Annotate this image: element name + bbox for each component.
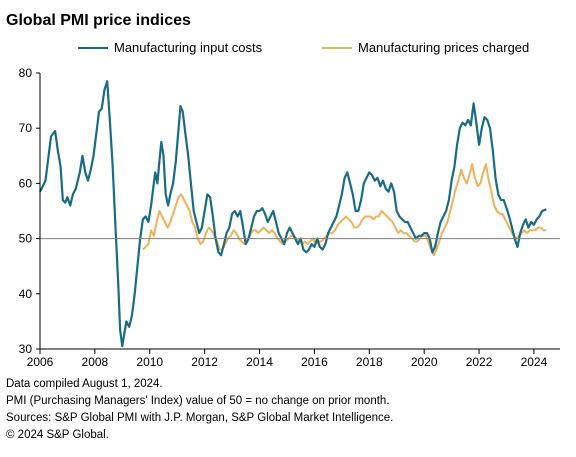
x-tick-label: 2014 — [246, 355, 273, 369]
x-tick-label: 2024 — [521, 355, 548, 369]
x-tick-label: 2012 — [191, 355, 218, 369]
chart-title: Global PMI price indices — [6, 12, 191, 29]
y-tick-label: 80 — [19, 66, 33, 80]
legend-item-input-costs: Manufacturing input costs — [78, 40, 262, 55]
legend-label-input-costs: Manufacturing input costs — [114, 40, 263, 55]
x-tick-label: 2008 — [82, 355, 109, 369]
x-tick-label: 2010 — [136, 355, 163, 369]
series-line-prices-charged — [142, 163, 547, 257]
series-layer — [39, 80, 547, 348]
legend-swatch-prices-charged — [322, 46, 352, 49]
y-tick-label: 50 — [19, 232, 33, 246]
chart-footnotes: Data compiled August 1, 2024. PMI (Purch… — [6, 376, 393, 444]
x-tick-label: 2016 — [301, 355, 328, 369]
y-tick-label: 40 — [19, 287, 33, 301]
chart-legend: Manufacturing input costs Manufacturing … — [0, 40, 576, 60]
x-tick-label: 2020 — [411, 355, 438, 369]
footnote-data-compiled: Data compiled August 1, 2024. — [6, 378, 163, 390]
series-line-input-costs — [39, 80, 547, 348]
y-tick-label: 70 — [19, 121, 33, 135]
x-tick-label: 2006 — [27, 355, 54, 369]
y-tick-label: 30 — [19, 342, 33, 356]
x-tick-label: 2018 — [356, 355, 383, 369]
y-tick-label: 60 — [19, 176, 33, 190]
legend-swatch-input-costs — [78, 46, 108, 49]
legend-label-prices-charged: Manufacturing prices charged — [358, 40, 530, 55]
footnote-pmi-definition: PMI (Purchasing Managers' Index) value o… — [6, 395, 390, 407]
x-tick-label: 2022 — [466, 355, 493, 369]
footnote-copyright: © 2024 S&P Global. — [6, 429, 109, 441]
tick-layer: 30 40 50 60 70 80 2006 2008 2010 2012 2014 2016 2018… — [19, 66, 548, 369]
footnote-sources: Sources: S&P Global PMI with J.P. Morgan… — [6, 412, 394, 424]
legend-item-prices-charged: Manufacturing prices charged — [322, 40, 529, 55]
